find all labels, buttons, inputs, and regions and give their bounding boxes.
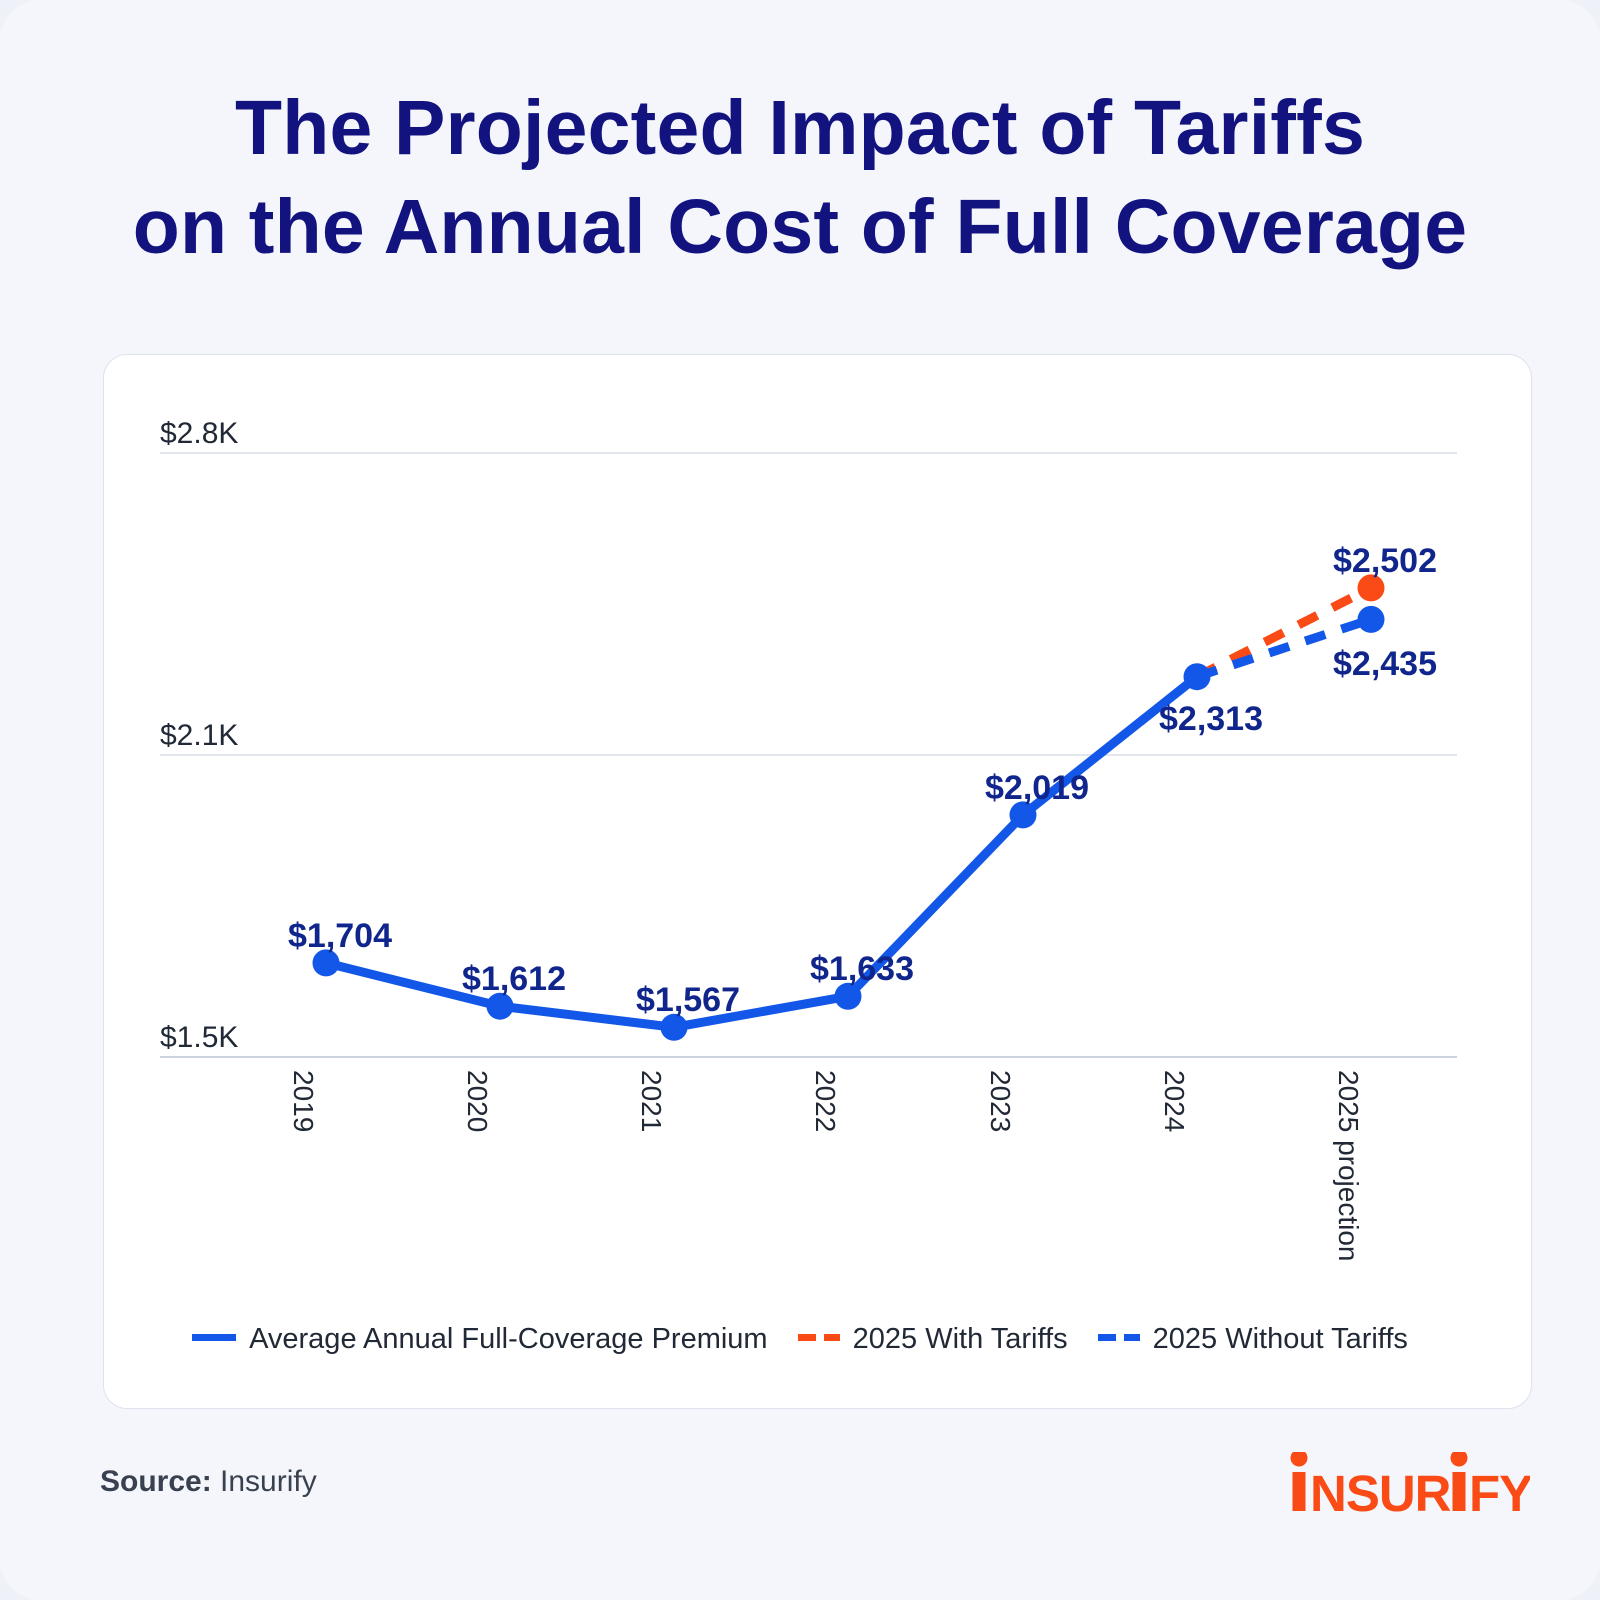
svg-text:NSUR: NSUR <box>1310 1465 1451 1512</box>
svg-text:FY: FY <box>1469 1465 1530 1512</box>
